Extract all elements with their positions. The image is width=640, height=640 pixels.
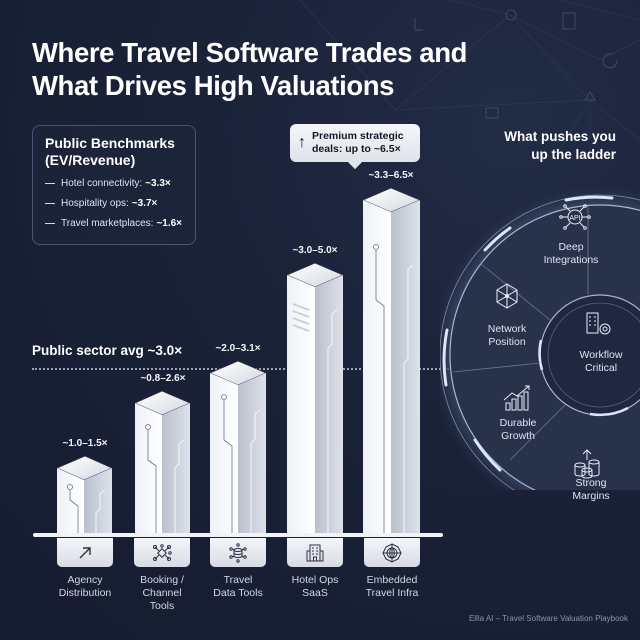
driver-strong-margins: Strong Margins (572, 477, 610, 502)
category-label-embedded-infra: Embedded Travel Infra (365, 574, 419, 599)
bar-hotel-ops-saas (286, 262, 344, 535)
api-icon: API (559, 204, 591, 230)
page-title: Where Travel Software Trades and What Dr… (32, 36, 467, 102)
bar-range-label: ~0.8–2.6× (140, 373, 186, 384)
chart-baseline (33, 533, 443, 537)
ladder-title: What pushes you up the ladder (504, 129, 616, 162)
category-label-agency: Agency Distribution (58, 574, 112, 599)
benchmark-item-hospitality-ops: Hospitality ops: ~3.7× (45, 198, 183, 209)
database-network-icon (229, 542, 247, 563)
driver-network-position: Network Position (487, 323, 527, 348)
benchmarks-title: Public Benchmarks (EV/Revenue) (45, 135, 175, 168)
bar-range-label: ~2.0–3.1× (215, 343, 261, 354)
arrow-up-right-icon (79, 546, 91, 558)
category-tile-embedded-infra (364, 538, 420, 567)
category-label-hotel-ops: Hotel Ops SaaS (291, 574, 339, 599)
title-line-2: What Drives High Valuations (32, 70, 395, 101)
growth-chart-icon (503, 385, 530, 411)
public-benchmarks-panel: Public Benchmarks (EV/Revenue) Hotel con… (32, 125, 196, 245)
dash-icon (45, 182, 55, 185)
category-tile-hotel-ops (287, 538, 343, 567)
bar-travel-data-tools (209, 360, 267, 535)
hotel-building-icon (306, 544, 324, 561)
bar-range-label: ~3.3–6.5× (368, 170, 414, 181)
benchmark-item-travel-marketplaces: Travel marketplaces: ~1.6× (45, 218, 183, 229)
category-tile-booking (134, 538, 190, 567)
dash-icon (45, 222, 55, 225)
svg-text:API: API (569, 215, 580, 222)
valuation-drivers-wheel: API (440, 180, 640, 490)
driver-workflow-critical: Workflow Critical (579, 349, 623, 374)
driver-deep-integrations: Deep Integrations (543, 241, 599, 266)
premium-deals-callout: ↑ Premium strategic deals: up to ~6.5× (290, 124, 420, 162)
title-line-1: Where Travel Software Trades and (32, 37, 468, 68)
arrow-up-icon: ↑ (298, 134, 306, 151)
bar-embedded-travel-infra (362, 187, 421, 535)
benchmark-item-hotel-connectivity: Hotel connectivity: ~3.3× (45, 178, 183, 189)
coins-stack-icon (574, 449, 600, 479)
category-tile-agency (57, 538, 113, 567)
bar-agency-distribution (56, 455, 113, 535)
category-tile-travel-data (210, 538, 266, 567)
driver-durable-growth: Durable Growth (499, 417, 537, 442)
footer-credit: Ellla AI – Travel Software Valuation Pla… (468, 614, 628, 623)
category-label-travel-data: Travel Data Tools (213, 574, 263, 599)
public-sector-avg-label: Public sector avg ~3.0× (32, 343, 183, 358)
bar-range-label: ~3.0–5.0× (292, 245, 338, 256)
hub-network-icon (153, 543, 172, 561)
dash-icon (45, 202, 55, 205)
web-globe-icon (382, 542, 402, 563)
building-gear-icon (586, 312, 611, 335)
network-icon (496, 283, 518, 309)
bar-booking-channel-tools (134, 390, 191, 535)
bar-range-label: ~1.0–1.5× (62, 438, 108, 449)
category-label-booking: Booking / Channel Tools (140, 574, 184, 612)
bar-chart-columns (56, 187, 421, 535)
